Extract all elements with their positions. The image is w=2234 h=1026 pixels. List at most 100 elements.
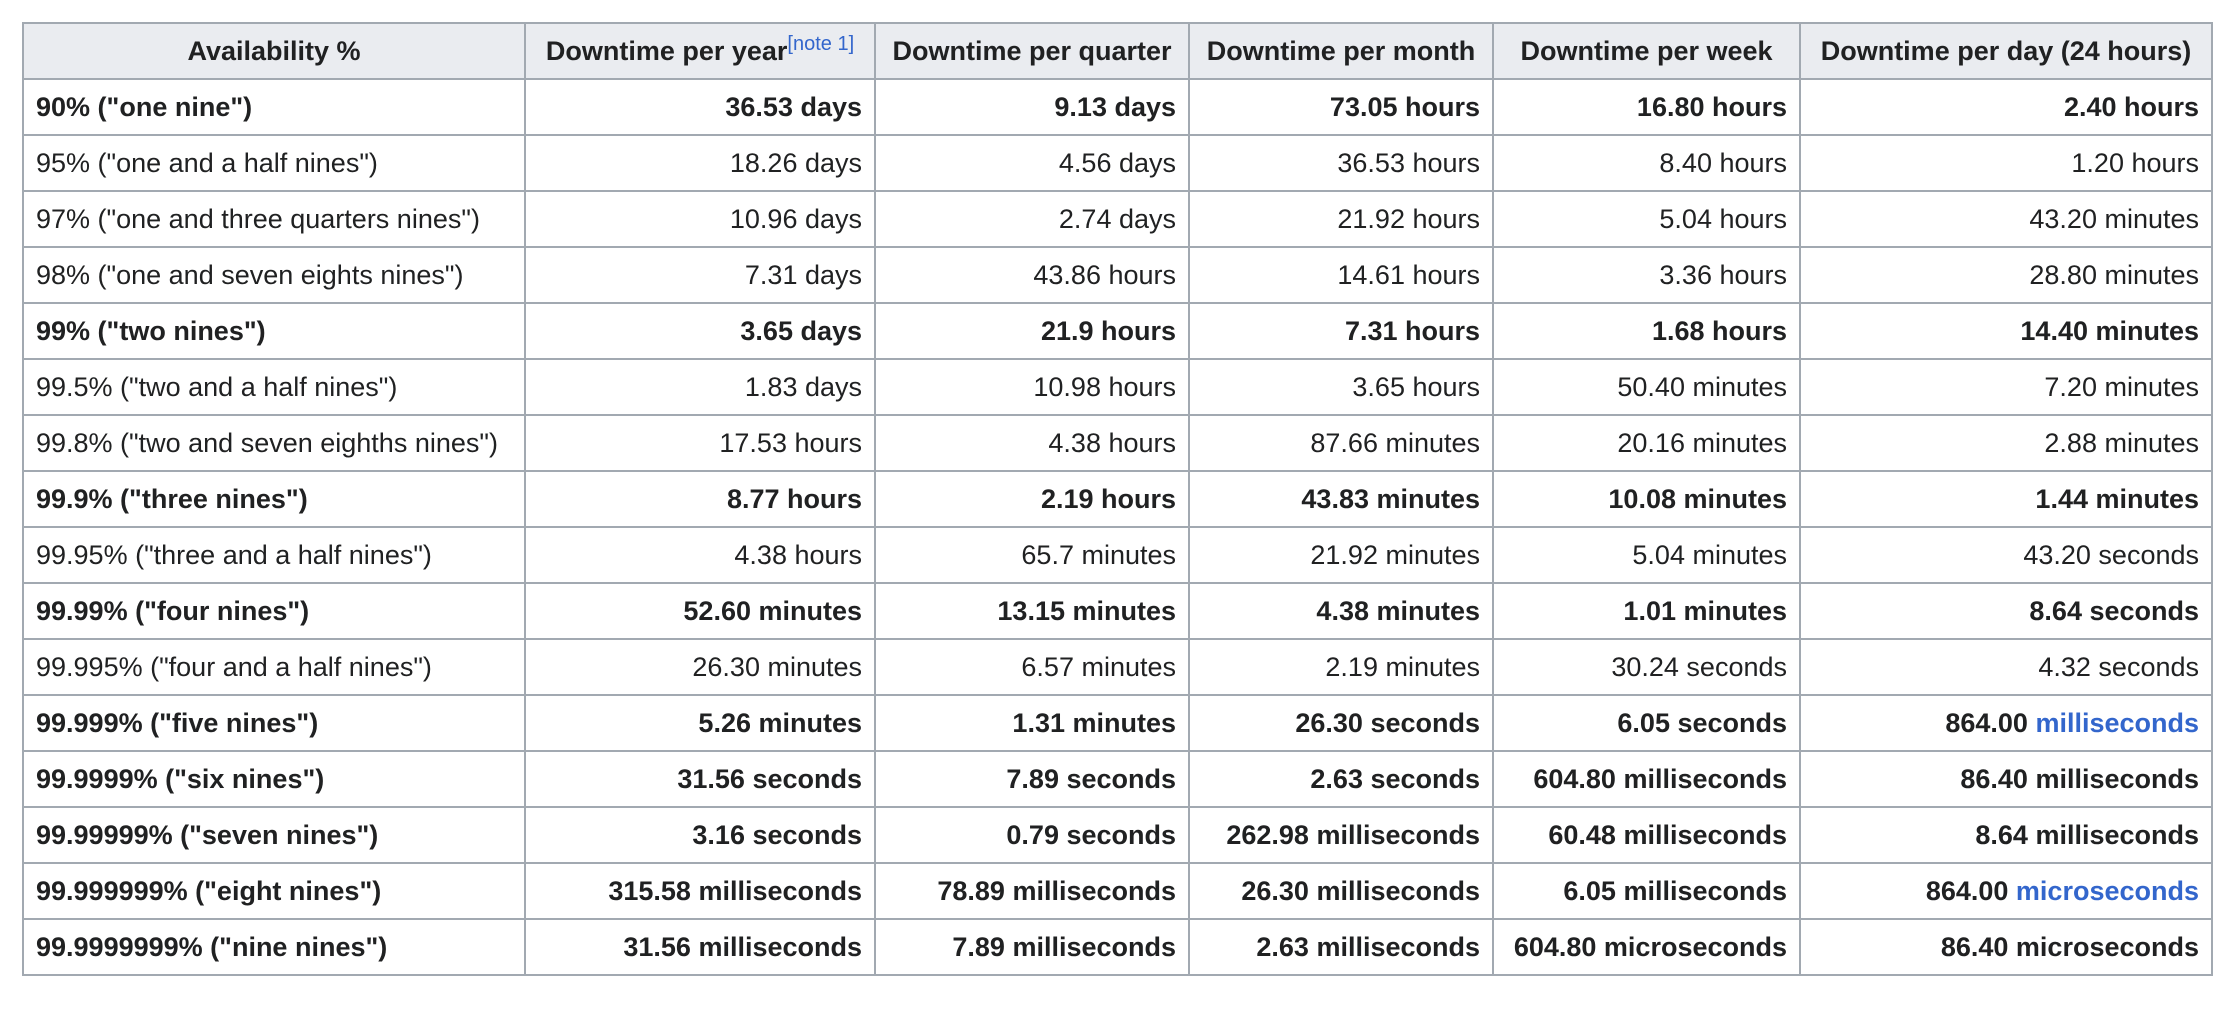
year-cell: 8.77 hours: [524, 470, 876, 528]
table-row: 98% ("one and seven eights nines") 7.31 d…: [22, 246, 2213, 304]
month-cell: 7.31 hours: [1188, 302, 1494, 360]
table-row: 99.9999% ("six nines") 31.56 seconds 7.89 …: [22, 750, 2213, 808]
day-cell: 43.20 minutes: [1799, 190, 2213, 248]
availability-cell: 97% ("one and three quarters nines"): [22, 190, 526, 248]
week-cell: 30.24 seconds: [1492, 638, 1801, 696]
month-cell: 21.92 hours: [1188, 190, 1494, 248]
availability-cell: 99.95% ("three and a half nines"): [22, 526, 526, 584]
table-row: 97% ("one and three quarters nines") 10.9…: [22, 190, 2213, 248]
quarter-cell: 21.9 hours: [874, 302, 1190, 360]
year-cell: 10.96 days: [524, 190, 876, 248]
day-cell: 1.44 minutes: [1799, 470, 2213, 528]
quarter-cell: 65.7 minutes: [874, 526, 1190, 584]
table-body: 90% ("one nine") 36.53 days 9.13 days 73.05…: [22, 78, 2213, 976]
day-cell: 28.80 minutes: [1799, 246, 2213, 304]
availability-cell: 99.999999% ("eight nines"): [22, 862, 526, 920]
table-row: 99.95% ("three and a half nines") 4.38 ho…: [22, 526, 2213, 584]
table-row: 99.9% ("three nines") 8.77 hours 2.19 hour…: [22, 470, 2213, 528]
day-cell: 8.64 milliseconds: [1799, 806, 2213, 864]
week-cell: 10.08 minutes: [1492, 470, 1801, 528]
year-cell: 4.38 hours: [524, 526, 876, 584]
quarter-cell: 0.79 seconds: [874, 806, 1190, 864]
year-cell: 17.53 hours: [524, 414, 876, 472]
month-cell: 26.30 seconds: [1188, 694, 1494, 752]
week-cell: 16.80 hours: [1492, 78, 1801, 136]
header-downtime-per-week: Downtime per week: [1492, 22, 1801, 80]
table-row: 99.99% ("four nines") 52.60 minutes 13.15 …: [22, 582, 2213, 640]
week-cell: 20.16 minutes: [1492, 414, 1801, 472]
month-cell: 262.98 milliseconds: [1188, 806, 1494, 864]
month-cell: 73.05 hours: [1188, 78, 1494, 136]
availability-cell: 90% ("one nine"): [22, 78, 526, 136]
year-cell: 315.58 milliseconds: [524, 862, 876, 920]
month-cell: 36.53 hours: [1188, 134, 1494, 192]
header-downtime-per-quarter: Downtime per quarter: [874, 22, 1190, 80]
month-cell: 43.83 minutes: [1188, 470, 1494, 528]
table-row: 99.5% ("two and a half nines") 1.83 days 1…: [22, 358, 2213, 416]
day-cell: 4.32 seconds: [1799, 638, 2213, 696]
year-cell: 26.30 minutes: [524, 638, 876, 696]
table-row: 99.99999% ("seven nines") 3.16 seconds 0.7…: [22, 806, 2213, 864]
week-cell: 6.05 seconds: [1492, 694, 1801, 752]
availability-cell: 99.9% ("three nines"): [22, 470, 526, 528]
header-availability: Availability %: [22, 22, 526, 80]
day-cell: 7.20 minutes: [1799, 358, 2213, 416]
day-cell: 864.00 milliseconds: [1799, 694, 2213, 752]
table-row: 99.995% ("four and a half nines") 26.30 m…: [22, 638, 2213, 696]
availability-cell: 99.999% ("five nines"): [22, 694, 526, 752]
year-cell: 3.65 days: [524, 302, 876, 360]
week-cell: 3.36 hours: [1492, 246, 1801, 304]
day-cell: 43.20 seconds: [1799, 526, 2213, 584]
week-cell: 604.80 microseconds: [1492, 918, 1801, 976]
quarter-cell: 6.57 minutes: [874, 638, 1190, 696]
year-cell: 31.56 seconds: [524, 750, 876, 808]
month-cell: 3.65 hours: [1188, 358, 1494, 416]
availability-cell: 99.995% ("four and a half nines"): [22, 638, 526, 696]
unit-link-microseconds[interactable]: microseconds: [2015, 875, 2199, 906]
availability-cell: 99.5% ("two and a half nines"): [22, 358, 526, 416]
day-cell: 864.00 microseconds: [1799, 862, 2213, 920]
month-cell: 2.63 milliseconds: [1188, 918, 1494, 976]
header-label: Downtime per year: [545, 35, 788, 66]
table-row: 90% ("one nine") 36.53 days 9.13 days 73.05…: [22, 78, 2213, 136]
availability-cell: 99.9999999% ("nine nines"): [22, 918, 526, 976]
year-cell: 36.53 days: [524, 78, 876, 136]
header-downtime-per-day: Downtime per day (24 hours): [1799, 22, 2213, 80]
month-cell: 21.92 minutes: [1188, 526, 1494, 584]
table-row: 99.999% ("five nines") 5.26 minutes 1.31 m…: [22, 694, 2213, 752]
quarter-cell: 7.89 seconds: [874, 750, 1190, 808]
quarter-cell: 10.98 hours: [874, 358, 1190, 416]
availability-cell: 99.8% ("two and seven eighths nines"): [22, 414, 526, 472]
unit-link-milliseconds[interactable]: milliseconds: [2035, 707, 2199, 738]
quarter-cell: 4.56 days: [874, 134, 1190, 192]
availability-table-container: Availability % Downtime per year[note 1]…: [22, 22, 2213, 976]
year-cell: 7.31 days: [524, 246, 876, 304]
week-cell: 604.80 milliseconds: [1492, 750, 1801, 808]
quarter-cell: 78.89 milliseconds: [874, 862, 1190, 920]
header-downtime-per-year: Downtime per year[note 1]: [524, 22, 876, 80]
week-cell: 1.68 hours: [1492, 302, 1801, 360]
month-cell: 2.19 minutes: [1188, 638, 1494, 696]
month-cell: 26.30 milliseconds: [1188, 862, 1494, 920]
day-cell: 8.64 seconds: [1799, 582, 2213, 640]
quarter-cell: 1.31 minutes: [874, 694, 1190, 752]
day-cell: 2.40 hours: [1799, 78, 2213, 136]
availability-cell: 99.9999% ("six nines"): [22, 750, 526, 808]
month-cell: 87.66 minutes: [1188, 414, 1494, 472]
quarter-cell: 2.74 days: [874, 190, 1190, 248]
quarter-cell: 9.13 days: [874, 78, 1190, 136]
note-1-link[interactable]: [note 1]: [787, 32, 855, 55]
quarter-cell: 13.15 minutes: [874, 582, 1190, 640]
week-cell: 5.04 hours: [1492, 190, 1801, 248]
table-row: 99% ("two nines") 3.65 days 21.9 hours 7.31…: [22, 302, 2213, 360]
day-value-number: 864.00: [1945, 707, 2036, 738]
quarter-cell: 7.89 milliseconds: [874, 918, 1190, 976]
year-cell: 18.26 days: [524, 134, 876, 192]
availability-table: Availability % Downtime per year[note 1]…: [22, 22, 2213, 976]
availability-cell: 98% ("one and seven eights nines"): [22, 246, 526, 304]
quarter-cell: 4.38 hours: [874, 414, 1190, 472]
month-cell: 14.61 hours: [1188, 246, 1494, 304]
week-cell: 8.40 hours: [1492, 134, 1801, 192]
week-cell: 50.40 minutes: [1492, 358, 1801, 416]
day-cell: 86.40 microseconds: [1799, 918, 2213, 976]
